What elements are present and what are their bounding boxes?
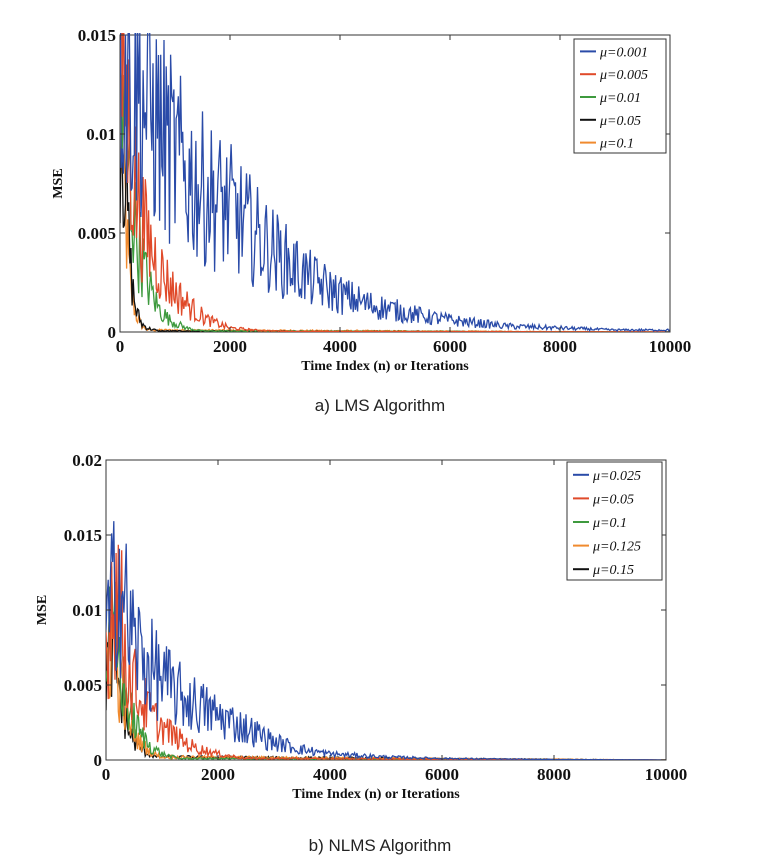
legend-entry: μ=0.1 bbox=[599, 137, 634, 152]
y-tick-label: 0 bbox=[108, 323, 117, 342]
series-group bbox=[120, 33, 670, 332]
legend: μ=0.001 μ=0.005 μ=0.01 μ=0.05 μ=0.1 bbox=[573, 38, 667, 154]
y-tick-label: 0.005 bbox=[64, 676, 102, 695]
x-tick-label: 0 bbox=[102, 765, 111, 784]
x-axis-label: Time Index (n) or Iterations bbox=[292, 787, 460, 802]
legend-entry: μ=0.05 bbox=[592, 492, 634, 507]
x-tick-label: 2000 bbox=[201, 765, 235, 784]
x-tick-label: 10000 bbox=[649, 337, 692, 356]
x-axis-label: Time Index (n) or Iterations bbox=[301, 359, 469, 374]
y-tick-label: 0.015 bbox=[78, 26, 116, 45]
y-tick-label: 0.02 bbox=[72, 451, 102, 470]
legend-entry: μ=0.025 bbox=[592, 469, 641, 484]
series-group bbox=[106, 521, 666, 760]
x-tick-label: 6000 bbox=[433, 337, 467, 356]
chart-lms: 0 2000 4000 6000 8000 10000 0 0.005 0.01 0.015 Tim… bbox=[51, 26, 692, 415]
legend: μ=0.025 μ=0.05 μ=0.1 μ=0.125 μ=0.15 bbox=[566, 461, 663, 581]
x-tick-label: 4000 bbox=[313, 765, 347, 784]
legend-entry: μ=0.125 bbox=[592, 540, 641, 555]
legend-entry: μ=0.001 bbox=[599, 45, 648, 60]
x-tick-label: 4000 bbox=[323, 337, 357, 356]
chart-caption: b) NLMS Algorithm bbox=[309, 836, 452, 855]
y-tick-label: 0.005 bbox=[78, 224, 116, 243]
legend-entry: μ=0.15 bbox=[592, 563, 634, 578]
y-tick-label: 0.01 bbox=[72, 601, 102, 620]
chart-nlms: 0 2000 4000 6000 8000 10000 0 0.005 0.01 0.015 0.0… bbox=[35, 451, 687, 855]
x-tick-label: 6000 bbox=[425, 765, 459, 784]
y-tick-label: 0.01 bbox=[86, 125, 116, 144]
x-tick-label: 8000 bbox=[537, 765, 571, 784]
legend-entry: μ=0.05 bbox=[599, 114, 641, 129]
series-line-0 bbox=[120, 33, 670, 332]
series-line-1 bbox=[120, 33, 670, 332]
x-tick-label: 8000 bbox=[543, 337, 577, 356]
x-tick-label: 10000 bbox=[645, 765, 688, 784]
y-axis-label: MSE bbox=[51, 168, 66, 198]
legend-entry: μ=0.01 bbox=[599, 91, 641, 106]
x-tick-label: 0 bbox=[116, 337, 125, 356]
y-tick-label: 0 bbox=[94, 751, 103, 770]
legend-entry: μ=0.1 bbox=[592, 516, 627, 531]
series-line-0 bbox=[106, 521, 666, 760]
legend-entry: μ=0.005 bbox=[599, 68, 648, 83]
x-tick-label: 2000 bbox=[213, 337, 247, 356]
y-tick-label: 0.015 bbox=[64, 526, 102, 545]
y-axis-label: MSE bbox=[35, 595, 50, 625]
chart-caption: a) LMS Algorithm bbox=[315, 396, 445, 415]
